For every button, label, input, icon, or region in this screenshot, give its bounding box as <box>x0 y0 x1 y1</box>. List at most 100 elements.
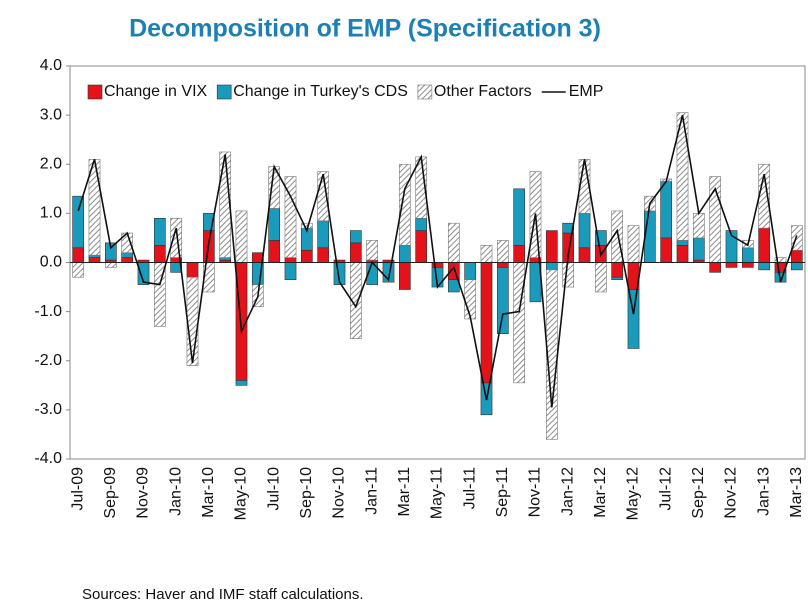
x-tick-label: Nov-09 <box>135 467 152 519</box>
bar <box>545 230 558 263</box>
bar <box>300 249 313 263</box>
bar <box>562 222 575 234</box>
bar <box>415 230 428 263</box>
x-tick-label: Sep-09 <box>102 467 119 519</box>
bar <box>611 276 624 280</box>
bar <box>594 262 607 293</box>
bar <box>513 188 526 246</box>
bar <box>643 210 656 263</box>
y-tick-label: -3.0 <box>34 401 62 418</box>
bar <box>219 257 232 261</box>
bar <box>447 222 460 263</box>
bar <box>496 267 509 335</box>
bar <box>676 245 689 263</box>
bar <box>284 257 297 263</box>
x-tick-label: Jul-11 <box>461 467 478 509</box>
y-tick-label: 4.0 <box>40 57 62 74</box>
bar <box>513 245 526 263</box>
bar <box>88 257 101 263</box>
x-tick-label: Nov-10 <box>331 467 348 519</box>
bar <box>660 237 673 263</box>
bar <box>398 245 411 263</box>
bar <box>562 262 575 288</box>
bar <box>496 240 509 263</box>
bar <box>741 262 754 268</box>
bar <box>627 225 640 263</box>
bar <box>692 213 705 239</box>
bar <box>611 262 624 278</box>
bar <box>415 217 428 231</box>
bar <box>545 262 558 271</box>
bar <box>594 230 607 246</box>
y-tick-label: 3.0 <box>40 106 62 123</box>
bar <box>480 262 493 384</box>
x-tick-label: Jan-10 <box>167 467 184 516</box>
x-tick-label: Jan-13 <box>755 467 772 516</box>
x-tick-label: Jul-09 <box>69 467 86 511</box>
bar <box>153 245 166 263</box>
bar <box>72 195 85 249</box>
bar <box>758 262 771 271</box>
bar <box>186 276 199 366</box>
bar <box>104 262 117 268</box>
legend-label: Change in Turkey's CDS <box>233 83 408 100</box>
bar <box>268 240 281 263</box>
bar <box>513 262 526 384</box>
y-tick-label: 0.0 <box>40 254 62 271</box>
bar <box>496 262 509 268</box>
legend-swatch <box>87 84 103 100</box>
bar <box>709 262 722 273</box>
bar <box>170 217 183 258</box>
legend-swatch <box>216 84 232 100</box>
y-tick-label: 2.0 <box>40 155 62 172</box>
bar <box>317 247 330 263</box>
legend-label: Other Factors <box>434 83 532 100</box>
bar <box>660 181 673 239</box>
bar <box>790 262 803 271</box>
x-tick-label: May-12 <box>625 467 642 520</box>
bar <box>578 247 591 263</box>
x-tick-label: May-10 <box>233 467 250 520</box>
bar <box>366 240 379 261</box>
x-tick-label: Mar-11 <box>396 467 413 517</box>
x-tick-label: Sep-11 <box>494 467 511 518</box>
x-tick-label: Jan-11 <box>363 467 380 515</box>
bar <box>349 230 362 244</box>
bar <box>676 240 689 246</box>
bar <box>72 262 85 278</box>
bar <box>578 213 591 249</box>
bar <box>317 220 330 249</box>
legend-label: EMP <box>569 83 604 100</box>
x-tick-label: Mar-12 <box>592 467 609 518</box>
bar <box>790 225 803 251</box>
bar <box>186 262 199 278</box>
bar <box>235 210 248 263</box>
x-tick-label: Jan-12 <box>559 467 576 516</box>
bar <box>268 208 281 241</box>
bar <box>725 262 738 268</box>
x-tick-label: Mar-13 <box>788 467 805 518</box>
y-tick-label: 1.0 <box>40 205 62 222</box>
bar <box>349 242 362 263</box>
x-tick-label: Nov-11 <box>527 467 544 517</box>
x-tick-label: Nov-12 <box>723 467 740 519</box>
bar <box>464 279 477 320</box>
bar <box>121 257 134 263</box>
x-tick-label: Sep-12 <box>690 467 707 519</box>
bar <box>790 249 803 263</box>
y-tick-label: -2.0 <box>34 352 62 369</box>
bar <box>741 247 754 263</box>
line-series <box>77 114 798 408</box>
bar <box>627 289 640 349</box>
bar <box>235 380 248 386</box>
bar <box>398 163 411 246</box>
x-tick-label: Jul-12 <box>657 467 674 511</box>
legend-label: Change in VIX <box>104 83 208 100</box>
x-tick-label: Sep-10 <box>298 467 315 519</box>
bar <box>431 262 444 268</box>
bar <box>284 176 297 258</box>
x-tick-label: May-11 <box>429 467 446 519</box>
bar <box>480 245 493 263</box>
bar <box>284 262 297 280</box>
x-tick-label: Mar-10 <box>200 467 217 518</box>
